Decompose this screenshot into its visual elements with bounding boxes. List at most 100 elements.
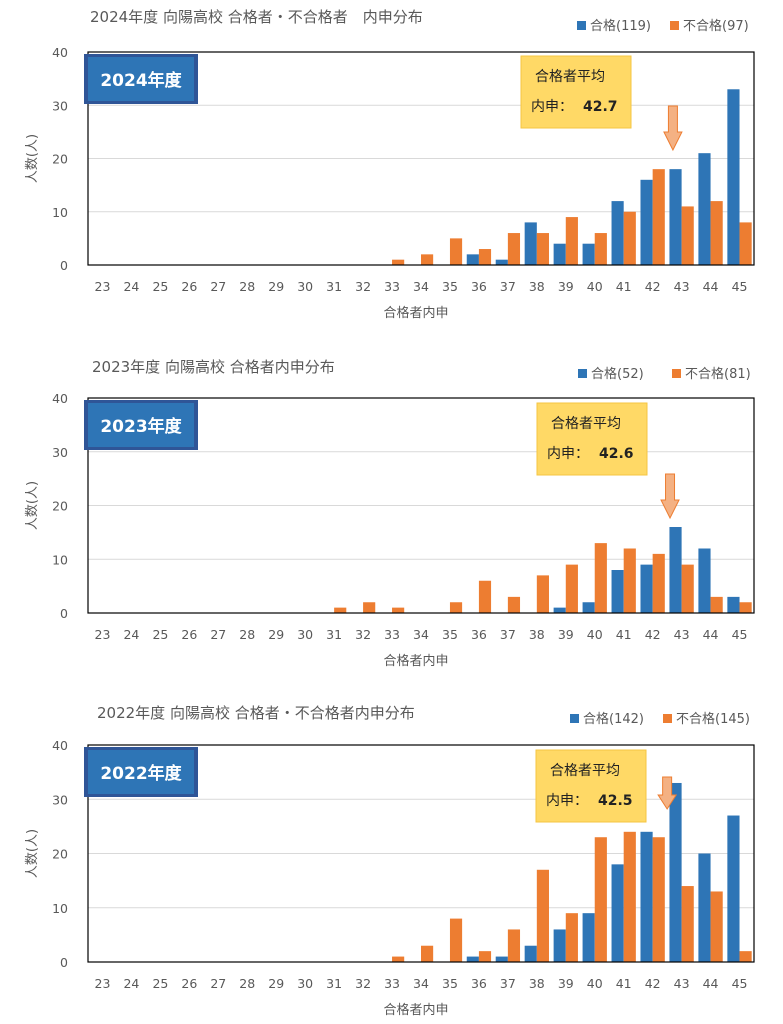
chart3-avg-prefix: 内申： [546,793,588,809]
chart2-bar-pass-40 [582,602,595,613]
chart1-avg-arrow [663,105,683,152]
chart3-x-tick-label: 41 [616,976,632,991]
chart3-bar-fail-34 [421,945,434,962]
chart2-avg-prefix: 内申： [547,446,589,462]
chart2-legend-fail-swatch [672,369,681,378]
chart2-bar-pass-44 [698,548,711,613]
chart1-avg-label: 合格者平均 [535,69,605,85]
chart3-bar-fail-33 [392,956,405,962]
chart1-y-tick-label: 30 [52,98,68,113]
chart1-x-tick-label: 27 [210,279,226,294]
chart2-y-tick-label: 40 [52,391,68,406]
chart1-legend-pass: 合格(119) [590,18,651,34]
chart2-avg-box [536,402,648,476]
chart3-x-tick-label: 32 [355,976,371,991]
chart1-y-tick-label: 0 [60,258,68,273]
chart3-y-tick-label: 30 [52,792,68,807]
chart2-bar-fail-37 [507,596,521,613]
chart3-x-tick-label: 42 [645,976,661,991]
chart2-bar-fail-43 [681,564,694,613]
chart3-bar-pass-44 [698,853,711,962]
chart1-bar-pass-45 [727,89,740,266]
chart2-title: 2023年度 向陽高校 合格者内申分布 [92,358,335,376]
chart2-x-axis-label: 合格者内申 [383,653,448,669]
chart3-avg-value: 42.5 [598,793,633,809]
chart3-y-tick-label: 40 [52,738,68,753]
chart1-x-tick-label: 29 [268,279,284,294]
chart3-bar-fail-35 [449,918,463,962]
chart3-bar-pass-38 [524,945,537,962]
chart2-x-tick-label: 25 [152,627,168,642]
chart3-x-tick-label: 34 [413,976,429,991]
chart1-x-tick-label: 41 [616,279,632,294]
chart3-x-tick-label: 27 [210,976,226,991]
chart2-bar-fail-36 [478,580,492,613]
chart1-x-tick-label: 36 [471,279,487,294]
chart1-bar-fail-34 [421,254,434,265]
chart2-x-tick-label: 40 [587,627,603,642]
chart1-avg-box [520,55,632,129]
chart2-legend-pass-swatch [578,369,587,378]
chart2-avg-arrow [660,473,680,520]
chart1-x-tick-label: 38 [529,279,545,294]
chart1-bar-pass-38 [524,222,537,265]
chart3-bar-fail-40 [594,837,607,962]
chart2-bar-pass-43 [669,527,682,613]
chart2-bar-fail-35 [449,602,463,613]
chart3-x-tick-label: 36 [471,976,487,991]
chart3-x-tick-label: 37 [500,976,516,991]
chart1-bar-fail-36 [478,249,492,265]
chart1-bar-fail-43 [681,206,694,265]
chart3-avg-arrow [657,776,678,810]
chart2-bar-pass-45 [727,596,740,613]
chart1-bar-pass-36 [466,254,479,265]
chart2-y-axis-label: 人数(人) [25,481,40,530]
chart1-x-tick-label: 30 [297,279,313,294]
chart1-bar-pass-37 [495,259,508,265]
chart3-bar-pass-42 [640,831,653,962]
chart2-x-tick-label: 42 [645,627,661,642]
chart3-bar-fail-36 [478,951,492,962]
chart1-bar-pass-39 [553,243,566,265]
chart2-bar-fail-38 [536,575,549,613]
chart1-x-tick-label: 35 [442,279,458,294]
chart1-y-tick-label: 20 [52,152,68,167]
chart2-bar-fail-33 [392,607,405,613]
chart2-bar-pass-39 [553,607,566,613]
chart1-x-tick-label: 37 [500,279,516,294]
chart2-bar-pass-42 [640,564,653,613]
chart3-x-tick-label: 25 [152,976,168,991]
chart1-bar-fail-40 [594,233,607,265]
chart2-x-tick-label: 31 [326,627,342,642]
chart1-x-tick-label: 33 [384,279,400,294]
chart2-x-tick-label: 45 [732,627,748,642]
chart3-bar-fail-44 [710,891,723,962]
chart2-badge-label: 2023年度 [100,416,182,437]
chart2-y-tick-label: 0 [60,606,68,621]
chart1-legend-pass-swatch [577,21,586,30]
chart3-x-tick-label: 43 [674,976,690,991]
chart3-badge [88,750,194,794]
chart1-bar-fail-45 [739,222,752,265]
chart3-x-tick-label: 24 [123,976,139,991]
chart3-x-tick-label: 33 [384,976,400,991]
chart2-x-tick-label: 30 [297,627,313,642]
chart1-bar-pass-44 [698,153,711,265]
chart1-x-tick-label: 43 [674,279,690,294]
chart1-bar-pass-40 [582,243,595,265]
chart2-legend-fail: 不合格(81) [685,366,751,382]
chart2-x-tick-label: 23 [95,627,111,642]
chart2-x-tick-label: 26 [181,627,197,642]
chart2-bar-fail-39 [565,564,578,613]
chart3-bar-pass-37 [495,956,508,962]
chart3-y-tick-label: 0 [60,955,68,970]
chart1-x-tick-label: 40 [587,279,603,294]
chart3-x-tick-label: 26 [181,976,197,991]
chart2-x-tick-label: 32 [355,627,371,642]
chart1-badge [88,57,194,101]
chart3-x-tick-label: 31 [326,976,342,991]
chart1-bar-fail-37 [507,233,521,265]
chart3-legend-pass-swatch [570,714,579,723]
chart1-bar-pass-41 [611,201,624,265]
